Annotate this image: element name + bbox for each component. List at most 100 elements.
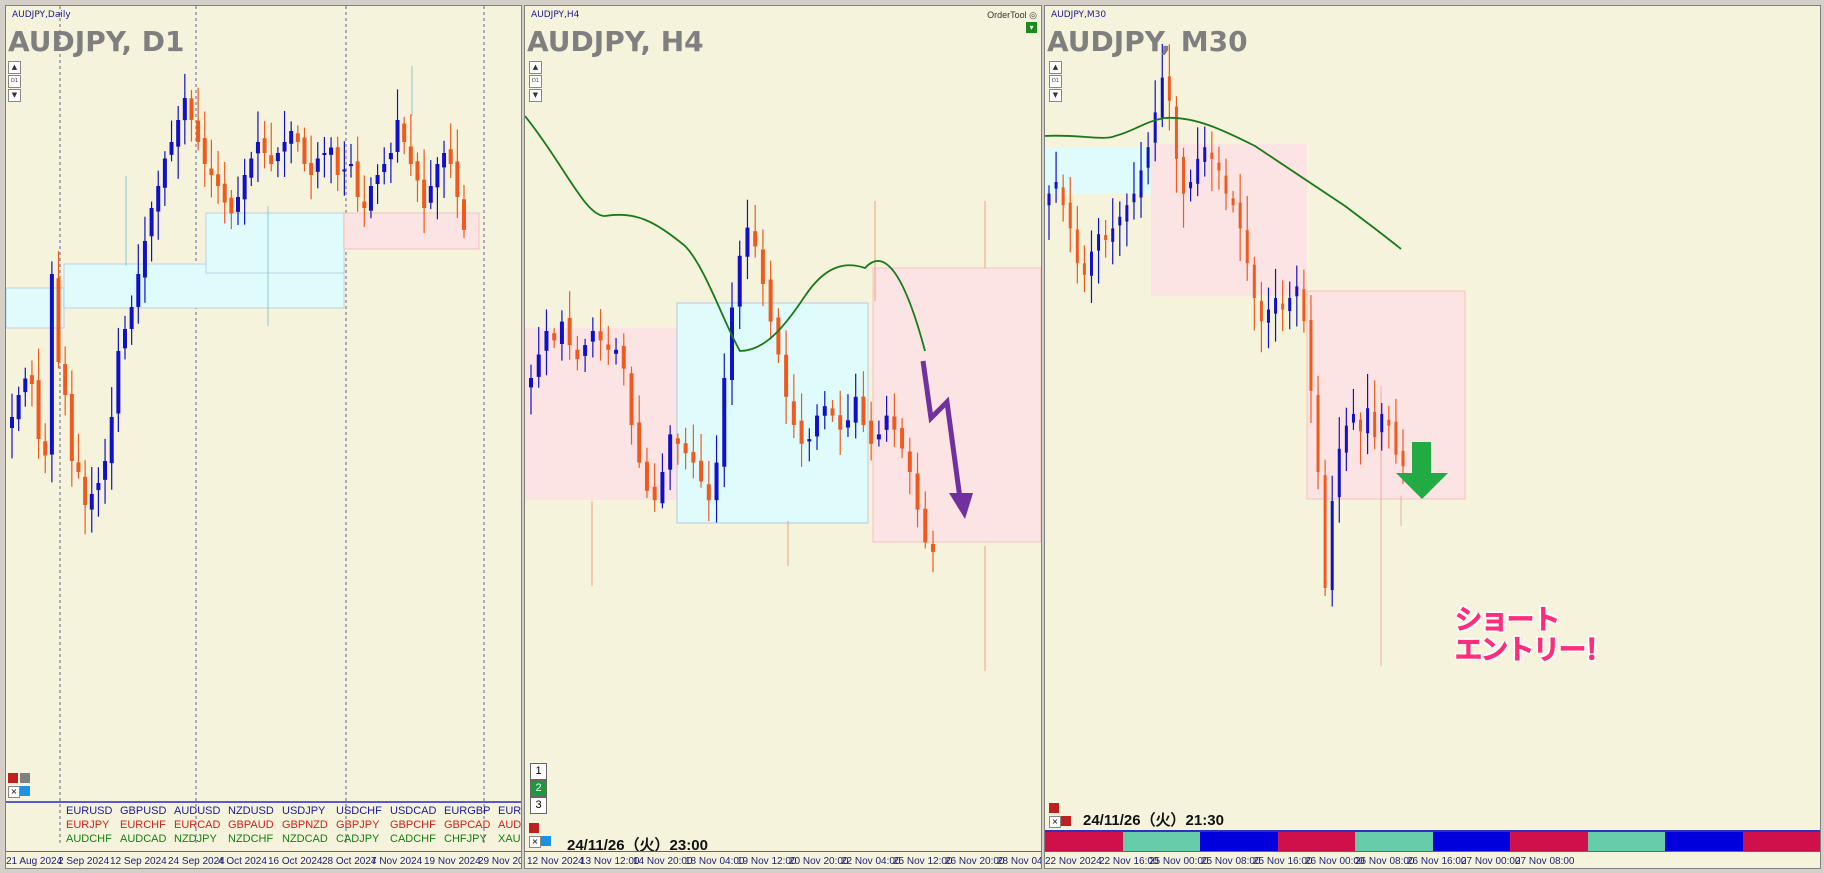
symbol-button-nzdusd[interactable]: NZDUSD [228, 805, 274, 817]
chart-plot-d1[interactable] [6, 6, 521, 868]
symbol-button-usdcad[interactable]: USDCAD [390, 805, 437, 817]
candle-bull [89, 494, 94, 510]
symbol-button-eurjpy[interactable]: EURJPY [66, 819, 110, 831]
candle-bull [395, 120, 400, 152]
symbol-button-gbpusd[interactable]: GBPUSD [120, 805, 167, 817]
chart-plot-h4[interactable] [525, 6, 1041, 868]
candle-bull [590, 331, 595, 342]
timeframe-button-3[interactable]: 3 [530, 797, 547, 814]
symbol-button-nzdjpy[interactable]: NZDJPY [174, 833, 217, 845]
x-tick-label: 28 Oct 2024 [322, 856, 377, 867]
candle-bear [1373, 411, 1377, 438]
symbol-button-chfjpy[interactable]: CHFJPY [444, 833, 487, 845]
symbol-button-gbpnzd[interactable]: GBPNZD [282, 819, 328, 831]
x-tick-label: 16 Oct 2024 [268, 856, 323, 867]
candle-bear [43, 441, 48, 456]
candle-bear [1387, 419, 1391, 426]
close-x-icon[interactable]: × [1049, 816, 1061, 828]
candle-bear [830, 408, 835, 416]
candle-bear [1281, 303, 1285, 310]
current-datetime: 24/11/26（火）23:00 [567, 837, 708, 854]
blue-square-icon[interactable] [20, 786, 30, 796]
candle-bear [637, 422, 642, 463]
candle-bull [737, 255, 742, 307]
order-tool-icon[interactable]: ▾ [1026, 22, 1037, 33]
candle-bull [142, 241, 147, 278]
purple-arrowhead [949, 493, 973, 519]
timeframe-mini-button[interactable]: D1 [8, 75, 21, 88]
symbol-button-gbpaud[interactable]: GBPAUD [228, 819, 274, 831]
chart-window-d1[interactable]: AUDJPY,Daily AUDJPY, D1 ▲ D1 ▼ × EURUSD G… [5, 5, 522, 869]
scroll-up-button[interactable]: ▲ [8, 61, 21, 74]
session-color-strip [1045, 830, 1820, 852]
timeframe-button-1[interactable]: 1 [530, 763, 547, 780]
symbol-button-gbpcad[interactable]: GBPCAD [444, 819, 491, 831]
close-minus-icon[interactable] [1049, 803, 1059, 813]
symbol-switcher-grid[interactable]: EURUSD GBPUSD AUDUSD NZDUSD USDJPY USDCHF USDC… [66, 805, 522, 847]
close-minus-icon[interactable] [8, 773, 18, 783]
candle-bear [861, 396, 866, 425]
symbol-button-cadchf[interactable]: CADCHF [390, 833, 436, 845]
chart-window-h4[interactable]: AUDJPY,H4 AUDJPY, H4 OrderTool ◎ ▾ ▲ D1 … [524, 5, 1042, 869]
scroll-up-button[interactable]: ▲ [1049, 61, 1062, 74]
scroll-down-button[interactable]: ▼ [8, 89, 21, 102]
candle-bull [730, 307, 734, 380]
scroll-down-button[interactable]: ▼ [1049, 89, 1062, 102]
symbol-button-eurchf[interactable]: EURCHF [120, 819, 166, 831]
candle-bear [768, 279, 773, 322]
timeframe-mini-button[interactable]: D1 [1049, 75, 1062, 88]
candle-bear [652, 486, 657, 501]
symbol-button-eurcad[interactable]: EURCAD [174, 819, 221, 831]
symbol-button-usdjpy[interactable]: USDJPY [282, 805, 326, 817]
symbol-button-audcad[interactable]: AUDCAD [120, 833, 167, 845]
session-color-block [1742, 832, 1820, 852]
red-square-icon[interactable] [1061, 816, 1071, 826]
chart-plot-m30[interactable] [1045, 6, 1820, 868]
timeframe-button-2[interactable]: 2 [530, 780, 547, 797]
candle-bear [355, 161, 360, 197]
symbol-row: EURUSD GBPUSD AUDUSD NZDUSD USDJPY USDCHF USDC… [66, 805, 522, 819]
gray-square-icon[interactable] [20, 773, 30, 783]
symbol-button-nzdchf[interactable]: NZDCHF [228, 833, 274, 845]
candle-bear [362, 201, 367, 208]
close-x-icon[interactable]: × [529, 836, 541, 848]
symbol-button-gbpjpy[interactable]: GBPJPY [336, 819, 380, 831]
candle-bear [1309, 319, 1313, 391]
candle-bull [614, 349, 619, 354]
symbol-button-cadjpy[interactable]: CADJPY [336, 833, 380, 845]
scroll-down-button[interactable]: ▼ [529, 89, 542, 102]
symbol-button-eurusd[interactable]: EURUSD [66, 805, 113, 817]
symbol-button-audchf[interactable]: AUDCHF [66, 833, 112, 845]
moving-average-line [525, 115, 926, 352]
candle-bull [1153, 112, 1157, 143]
candle-bull [169, 142, 174, 155]
candle-bear [189, 98, 194, 120]
x-tick-label: 25 Nov 08:00 [1201, 856, 1261, 867]
symbol-button-nzdcad[interactable]: NZDCAD [282, 833, 328, 845]
symbol-button-audusd[interactable]: AUDUSD [174, 805, 221, 817]
symbol-button-gbpchf[interactable]: GBPCHF [390, 819, 436, 831]
candle-bear [335, 147, 340, 175]
supply-zone [1306, 290, 1466, 500]
close-x-icon[interactable]: × [8, 786, 20, 798]
symbol-button-eurgbp[interactable]: EURGBP [444, 805, 491, 817]
symbol-button-audnzd[interactable]: AUDNZD [498, 819, 522, 831]
candle-bull [1146, 147, 1150, 168]
blue-square-icon[interactable] [541, 836, 551, 846]
order-tool-label[interactable]: OrderTool ◎ [987, 10, 1037, 20]
symbol-button-xauusd[interactable]: XAUUSD [498, 833, 521, 845]
close-minus-icon[interactable] [529, 823, 539, 833]
symbol-button-usdchf[interactable]: USDCHF [336, 805, 382, 817]
candle-bull [103, 461, 108, 480]
candle-bull [1344, 425, 1348, 453]
timeframe-mini-button[interactable]: D1 [529, 75, 542, 88]
entry-label-line2: エントリー！ [1455, 635, 1613, 666]
scroll-up-button[interactable]: ▲ [529, 61, 542, 74]
symbol-button-euraud[interactable]: EURAUD [498, 805, 522, 817]
candle-bull [807, 439, 812, 442]
candle-bull [583, 345, 588, 356]
symbol-title: AUDJPY, H4 [527, 25, 704, 58]
chart-window-m30[interactable]: AUDJPY,M30 AUDJPY, M30 ▲ D1 ▼ × 24/11/26… [1044, 5, 1821, 869]
candle-bull [49, 274, 54, 455]
candle-bull [845, 420, 850, 428]
